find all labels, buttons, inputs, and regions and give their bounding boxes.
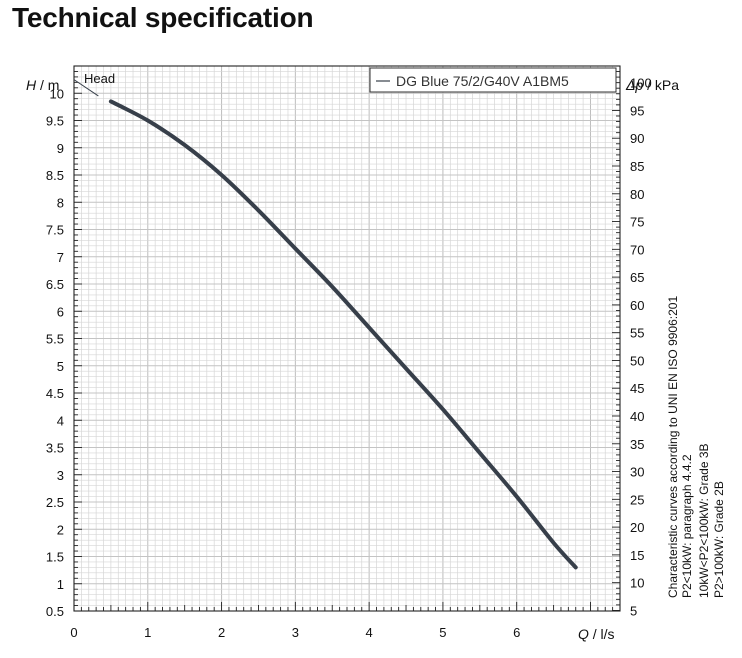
grid <box>73 65 621 612</box>
left-tick-label: 4 <box>57 413 64 428</box>
left-axis-title: H / m <box>26 77 59 93</box>
right-tick-label: 65 <box>630 270 644 285</box>
bottom-axis-title-symbol: Q <box>578 626 589 642</box>
axis-labels: H / m Δp / kPa Q / l/s Head <box>26 71 679 642</box>
ticks: 0.5 1 1.5 2 2.5 3 3.5 4 4.5 5 5.5 6 6.5 7 7.5 8 8.5 9 9.5 1… <box>46 65 652 640</box>
legend-box <box>369 67 617 93</box>
bottom-tick-label: 3 <box>292 625 299 640</box>
left-tick-label: 3.5 <box>46 441 64 456</box>
left-tick-label: 8.5 <box>46 168 64 183</box>
right-tick-label: 70 <box>630 242 644 257</box>
left-axis-title-symbol: H <box>26 77 37 93</box>
legend-entry: DG Blue 75/2/G40V A1BM5 <box>396 73 569 89</box>
right-tick-label: 75 <box>630 215 644 230</box>
right-tick-label: 55 <box>630 326 644 341</box>
right-tick-label: 60 <box>630 298 644 313</box>
bottom-tick-label: 0 <box>70 625 77 640</box>
head-curve <box>108 99 578 570</box>
right-axis-title-unit: / kPa <box>643 77 679 93</box>
left-tick-label: 9.5 <box>46 114 64 129</box>
right-tick-label: 50 <box>630 353 644 368</box>
curve-extrapolation <box>73 79 99 97</box>
bottom-axis-title-unit: / l/s <box>589 626 615 642</box>
right-tick-label: 35 <box>630 437 644 452</box>
right-tick-label: 85 <box>630 159 644 174</box>
left-tick-label: 6 <box>57 304 64 319</box>
right-tick-label: 95 <box>630 103 644 118</box>
left-tick-label: 8 <box>57 195 64 210</box>
left-tick-label: 0.5 <box>46 604 64 619</box>
left-tick-label: 5 <box>57 359 64 374</box>
left-tick-label: 2 <box>57 522 64 537</box>
bottom-tick-label: 2 <box>218 625 225 640</box>
right-axis-title: Δp / kPa <box>625 77 679 93</box>
right-tick-label: 30 <box>630 465 644 480</box>
right-tick-label: 80 <box>630 187 644 202</box>
left-tick-label: 2.5 <box>46 495 64 510</box>
left-axis-title-unit: / m <box>36 77 59 93</box>
right-tick-label: 25 <box>630 492 644 507</box>
page-title: Technical specification <box>12 2 314 33</box>
bottom-tick-label: 5 <box>439 625 446 640</box>
legend: DG Blue 75/2/G40V A1BM5 <box>369 67 617 93</box>
left-tick-label: 4.5 <box>46 386 64 401</box>
bottom-axis-title: Q / l/s <box>578 626 615 642</box>
left-tick-label: 6.5 <box>46 277 64 292</box>
left-tick-label: 7 <box>57 250 64 265</box>
right-tick-label: 45 <box>630 381 644 396</box>
left-tick-label: 10 <box>50 86 64 101</box>
right-tick-label: 5 <box>630 603 637 618</box>
bottom-tick-label: 4 <box>366 625 373 640</box>
series-label: Head <box>84 71 115 86</box>
left-tick-label: 3 <box>57 468 64 483</box>
right-tick-label: 10 <box>630 576 644 591</box>
left-tick-label: 1.5 <box>46 550 64 565</box>
right-tick-label: 90 <box>630 131 644 146</box>
bottom-tick-label: 6 <box>513 625 520 640</box>
left-tick-label: 7.5 <box>46 223 64 238</box>
right-axis-title-symbol: Δp <box>625 77 643 93</box>
right-tick-label: 15 <box>630 548 644 563</box>
right-tick-label: 100 <box>630 76 652 91</box>
bottom-tick-label: 1 <box>144 625 151 640</box>
left-tick-label: 5.5 <box>46 332 64 347</box>
right-tick-label: 20 <box>630 520 644 535</box>
left-tick-label: 1 <box>57 577 64 592</box>
left-tick-label: 9 <box>57 141 64 156</box>
series <box>73 79 578 570</box>
right-tick-label: 40 <box>630 409 644 424</box>
